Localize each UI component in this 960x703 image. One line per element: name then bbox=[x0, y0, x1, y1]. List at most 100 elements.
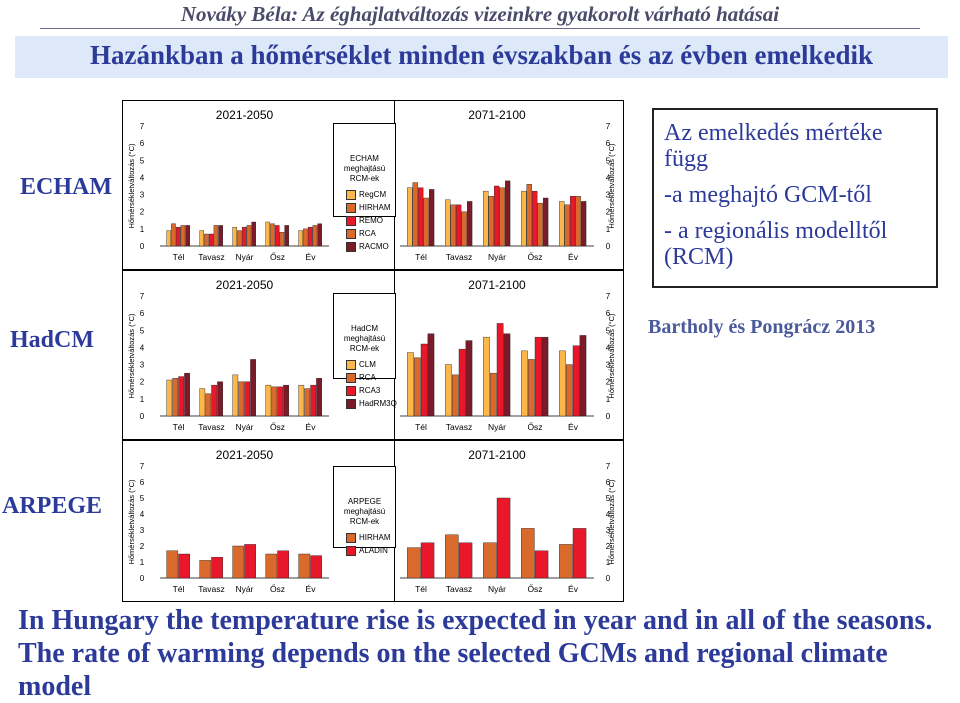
bar bbox=[244, 544, 256, 579]
x-tick-label: Tavasz bbox=[446, 422, 472, 432]
y-tick-label: 7 bbox=[606, 462, 611, 471]
legend-title: HadCM meghajtású RCM-ek bbox=[334, 324, 395, 354]
legend-title-line: RCM-ek bbox=[349, 174, 380, 183]
bar bbox=[429, 189, 435, 247]
bar bbox=[534, 550, 549, 579]
chart-title: 2071-2100 bbox=[468, 108, 526, 122]
bar bbox=[317, 223, 322, 247]
y-tick-label: 4 bbox=[606, 343, 611, 352]
legend-swatch bbox=[346, 360, 356, 370]
legend-echam: ECHAM meghajtású RCM-ek RegCM HIRHAM REMO RCA R… bbox=[333, 123, 396, 252]
bar bbox=[166, 230, 171, 247]
bar bbox=[572, 528, 587, 579]
legend-item: REMO bbox=[334, 215, 395, 228]
legend-title-line: meghajtású bbox=[343, 507, 386, 516]
legend-hadcm: HadCM meghajtású RCM-ek CLM RCA RCA3 HadRM3Q bbox=[333, 293, 397, 409]
y-tick-label: 4 bbox=[140, 510, 145, 519]
info-line: - a regionális modelltől bbox=[664, 218, 888, 244]
x-tick-label: Ősz bbox=[270, 422, 285, 432]
legend-label: REMO bbox=[359, 216, 383, 225]
info-line: Az emelkedés mértéke bbox=[664, 120, 883, 146]
x-tick-label: Nyár bbox=[236, 252, 254, 262]
y-tick-label: 5 bbox=[140, 494, 145, 503]
chart-hadcm-2021: 2021-2050 0 1 2 3 4 5 6 7 Hőmérsékletváltozás (°C… bbox=[127, 278, 329, 432]
legend-label: RCA bbox=[359, 229, 376, 238]
bar bbox=[521, 528, 535, 579]
info-line: (RCM) bbox=[664, 244, 734, 270]
x-tick-label: Tavasz bbox=[198, 422, 224, 432]
legend-item: RegCM bbox=[334, 189, 395, 202]
bar bbox=[241, 226, 247, 247]
bar bbox=[461, 211, 467, 247]
legend-label: HIRHAM bbox=[359, 533, 391, 542]
y-tick-label: 6 bbox=[606, 139, 611, 148]
x-tick-label: Nyár bbox=[488, 422, 506, 432]
y-tick-label: 1 bbox=[140, 558, 145, 567]
y-axis-label: Hőmérsékletváltozás (°C) bbox=[127, 313, 136, 399]
legend-item: HIRHAM bbox=[334, 532, 395, 545]
legend-label: RegCM bbox=[359, 190, 387, 199]
y-tick-label: 5 bbox=[140, 156, 145, 165]
y-tick-label: 1 bbox=[140, 225, 145, 234]
bar bbox=[204, 233, 209, 247]
bar bbox=[238, 381, 245, 417]
bar bbox=[559, 350, 566, 417]
y-tick-label: 0 bbox=[140, 242, 145, 251]
y-tick-label: 2 bbox=[140, 208, 145, 217]
y-tick-label: 4 bbox=[606, 510, 611, 519]
bar bbox=[451, 374, 459, 417]
y-tick-label: 3 bbox=[606, 526, 611, 535]
x-tick-label: Év bbox=[568, 584, 579, 594]
bar bbox=[271, 386, 278, 417]
info-box: Az emelkedés mértéke függ -a meghajtó GC… bbox=[652, 108, 938, 288]
legend-item: HIRHAM bbox=[334, 202, 395, 215]
bar bbox=[420, 343, 428, 417]
y-tick-label: 2 bbox=[140, 542, 145, 551]
x-tick-label: Év bbox=[306, 584, 317, 594]
y-tick-label: 4 bbox=[140, 173, 145, 182]
bar bbox=[237, 230, 242, 247]
y-tick-label: 6 bbox=[606, 478, 611, 487]
chart-title: 2021-2050 bbox=[216, 278, 274, 292]
legend-swatch bbox=[346, 242, 356, 252]
legend-label: RCA3 bbox=[359, 386, 381, 395]
author-title: Nováky Béla: Az éghajlatváltozás vizeink… bbox=[180, 2, 780, 26]
bar bbox=[185, 225, 190, 247]
y-tick-label: 6 bbox=[140, 139, 145, 148]
bar bbox=[450, 204, 456, 247]
legend-title-line: meghajtású bbox=[343, 164, 386, 173]
info-line: -a meghajtó GCM-től bbox=[664, 182, 872, 208]
bar bbox=[503, 333, 511, 417]
y-tick-label: 7 bbox=[606, 292, 611, 301]
bar bbox=[526, 184, 532, 247]
bar bbox=[232, 545, 245, 579]
bar bbox=[310, 384, 317, 417]
bar bbox=[494, 185, 500, 247]
legend-item: RCA bbox=[334, 372, 395, 385]
legend-label: ALADIN bbox=[359, 546, 388, 555]
bar bbox=[467, 201, 473, 247]
bar bbox=[496, 323, 504, 417]
bar bbox=[534, 336, 542, 417]
bar bbox=[456, 204, 462, 247]
y-tick-label: 1 bbox=[606, 395, 611, 404]
bar bbox=[532, 190, 538, 247]
bar bbox=[420, 542, 435, 579]
legend-title-line: RCM-ek bbox=[349, 517, 380, 526]
x-tick-label: Ősz bbox=[270, 252, 285, 262]
row-label-arpege: ARPEGE bbox=[2, 493, 103, 519]
bar bbox=[211, 384, 218, 417]
y-tick-label: 7 bbox=[140, 122, 145, 131]
chart-title: 2021-2050 bbox=[216, 108, 274, 122]
bar bbox=[407, 547, 421, 579]
bar bbox=[572, 345, 580, 417]
bar bbox=[232, 374, 239, 417]
header-divider bbox=[40, 28, 920, 29]
bar bbox=[570, 196, 576, 247]
legend-label: HadRM3Q bbox=[359, 399, 397, 408]
bar bbox=[166, 550, 179, 579]
x-tick-label: Tél bbox=[173, 422, 185, 432]
legend-swatch bbox=[346, 546, 356, 556]
y-tick-label: 1 bbox=[606, 558, 611, 567]
y-tick-label: 5 bbox=[606, 326, 611, 335]
